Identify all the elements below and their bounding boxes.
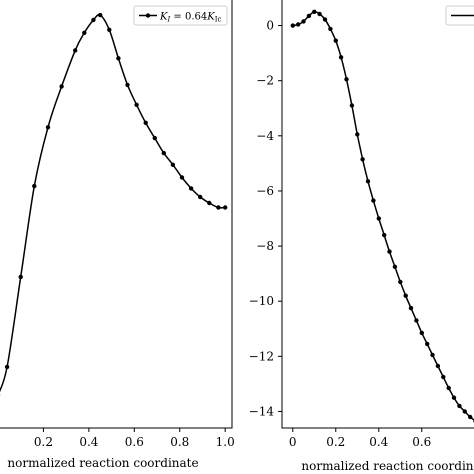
right-data-point	[333, 38, 338, 43]
right-data-point	[457, 403, 462, 409]
left-x-axis-label: normalized reaction coordinate	[7, 456, 198, 470]
right-data-point	[446, 385, 451, 391]
left-data-point	[82, 30, 87, 35]
right-data-point	[408, 305, 414, 311]
left-data-point	[134, 102, 139, 108]
left-data-point	[198, 194, 203, 200]
right-y-tick-label: −4	[256, 129, 274, 143]
right-y-tick-label: −10	[249, 294, 274, 308]
left-data-point	[207, 200, 212, 206]
right-data-point	[468, 414, 473, 420]
left-data-point	[45, 125, 51, 130]
right-x-tick-label: 0	[289, 435, 297, 449]
right-data-point	[317, 11, 322, 17]
left-data-point	[161, 150, 166, 156]
right-data-point	[441, 374, 446, 380]
right-data-point	[322, 17, 328, 22]
right-data-point	[355, 132, 360, 137]
left-x-tick-label: 1.0	[216, 435, 235, 449]
right-data-point	[451, 395, 457, 400]
left-data-point	[179, 175, 185, 180]
left-data-point	[98, 12, 103, 18]
right-legend	[445, 5, 474, 26]
left-data-point	[143, 120, 148, 126]
right-data-point	[382, 232, 387, 238]
right-data-point	[398, 279, 403, 285]
right-data-point	[301, 19, 306, 24]
right-data-point	[338, 55, 344, 60]
left-data-point	[59, 84, 64, 89]
left-data-point	[4, 364, 10, 370]
left-data-point	[73, 48, 78, 53]
right-data-point	[360, 157, 365, 162]
left-data-point	[107, 27, 112, 32]
left-plot-panel: 0.2 0.4 0.6 0.8 1.0 normalized reaction coor…	[0, 0, 235, 470]
right-plot-frame	[281, 0, 474, 429]
right-data-point	[365, 179, 371, 184]
left-x-tick-label: 0.4	[79, 435, 98, 449]
left-data-point	[125, 82, 130, 88]
right-data-point	[392, 264, 398, 269]
right-y-tick-label: −14	[249, 404, 275, 418]
right-series-group	[290, 9, 474, 423]
left-data-point	[116, 56, 121, 61]
left-legend-label: KI = 0.64KIc	[159, 12, 222, 24]
right-y-tick-label: −2	[256, 74, 274, 88]
right-data-point	[387, 249, 392, 254]
right-y-tick-label: −8	[256, 239, 274, 253]
left-x-tick-label: 0.8	[170, 435, 189, 449]
left-series-line	[0, 13, 226, 393]
left-data-point	[223, 205, 228, 210]
right-axis-ticks: 0 0.2 0.4 0.6 0 −2 −4 −6 −8 −10 −12 −14	[249, 19, 432, 449]
left-x-tick-label: 0.2	[34, 435, 53, 449]
right-data-point	[306, 13, 312, 19]
right-data-point	[435, 363, 441, 369]
right-plot-panel: 0 0.2 0.4 0.6 0 −2 −4 −6 −8 −10 −12 −14 normalized …	[249, 0, 474, 473]
left-data-point	[32, 183, 37, 189]
right-data-point	[462, 409, 467, 414]
left-data-point	[170, 162, 176, 167]
right-data-point	[290, 23, 295, 28]
right-y-tick-label: −12	[249, 349, 274, 363]
left-data-point	[152, 135, 157, 141]
left-legend-box	[133, 5, 228, 26]
right-data-point	[376, 216, 381, 221]
right-data-point	[414, 318, 419, 323]
right-series-line	[292, 11, 474, 421]
right-data-point	[312, 9, 317, 14]
right-y-tick-label: 0	[266, 19, 274, 33]
left-x-axis-ticks: 0.2 0.4 0.6 0.8 1.0	[34, 428, 235, 449]
right-data-point	[371, 198, 376, 203]
right-x-tick-label: 0.4	[369, 435, 388, 449]
left-data-point	[18, 274, 23, 280]
right-data-point	[295, 22, 301, 27]
right-data-point	[403, 293, 408, 298]
left-data-point	[91, 17, 96, 23]
left-x-tick-label: 0.6	[125, 435, 144, 449]
right-data-point	[349, 103, 355, 108]
right-x-tick-label: 0.2	[326, 435, 345, 449]
right-x-tick-label: 0.6	[412, 435, 431, 449]
right-y-tick-label: −6	[256, 184, 274, 198]
right-x-axis-label: normalized reaction coordinate	[301, 459, 474, 473]
left-series-group	[0, 12, 228, 396]
right-data-point	[419, 330, 424, 336]
right-data-point	[328, 26, 333, 32]
right-data-point	[344, 77, 349, 82]
left-plot-frame	[0, 0, 233, 429]
right-data-point	[425, 341, 430, 347]
left-data-point	[188, 186, 194, 191]
left-legend: KI = 0.64KIc	[133, 5, 228, 26]
left-data-point	[216, 205, 221, 210]
left-legend-marker	[145, 13, 151, 18]
right-data-point	[430, 352, 435, 358]
